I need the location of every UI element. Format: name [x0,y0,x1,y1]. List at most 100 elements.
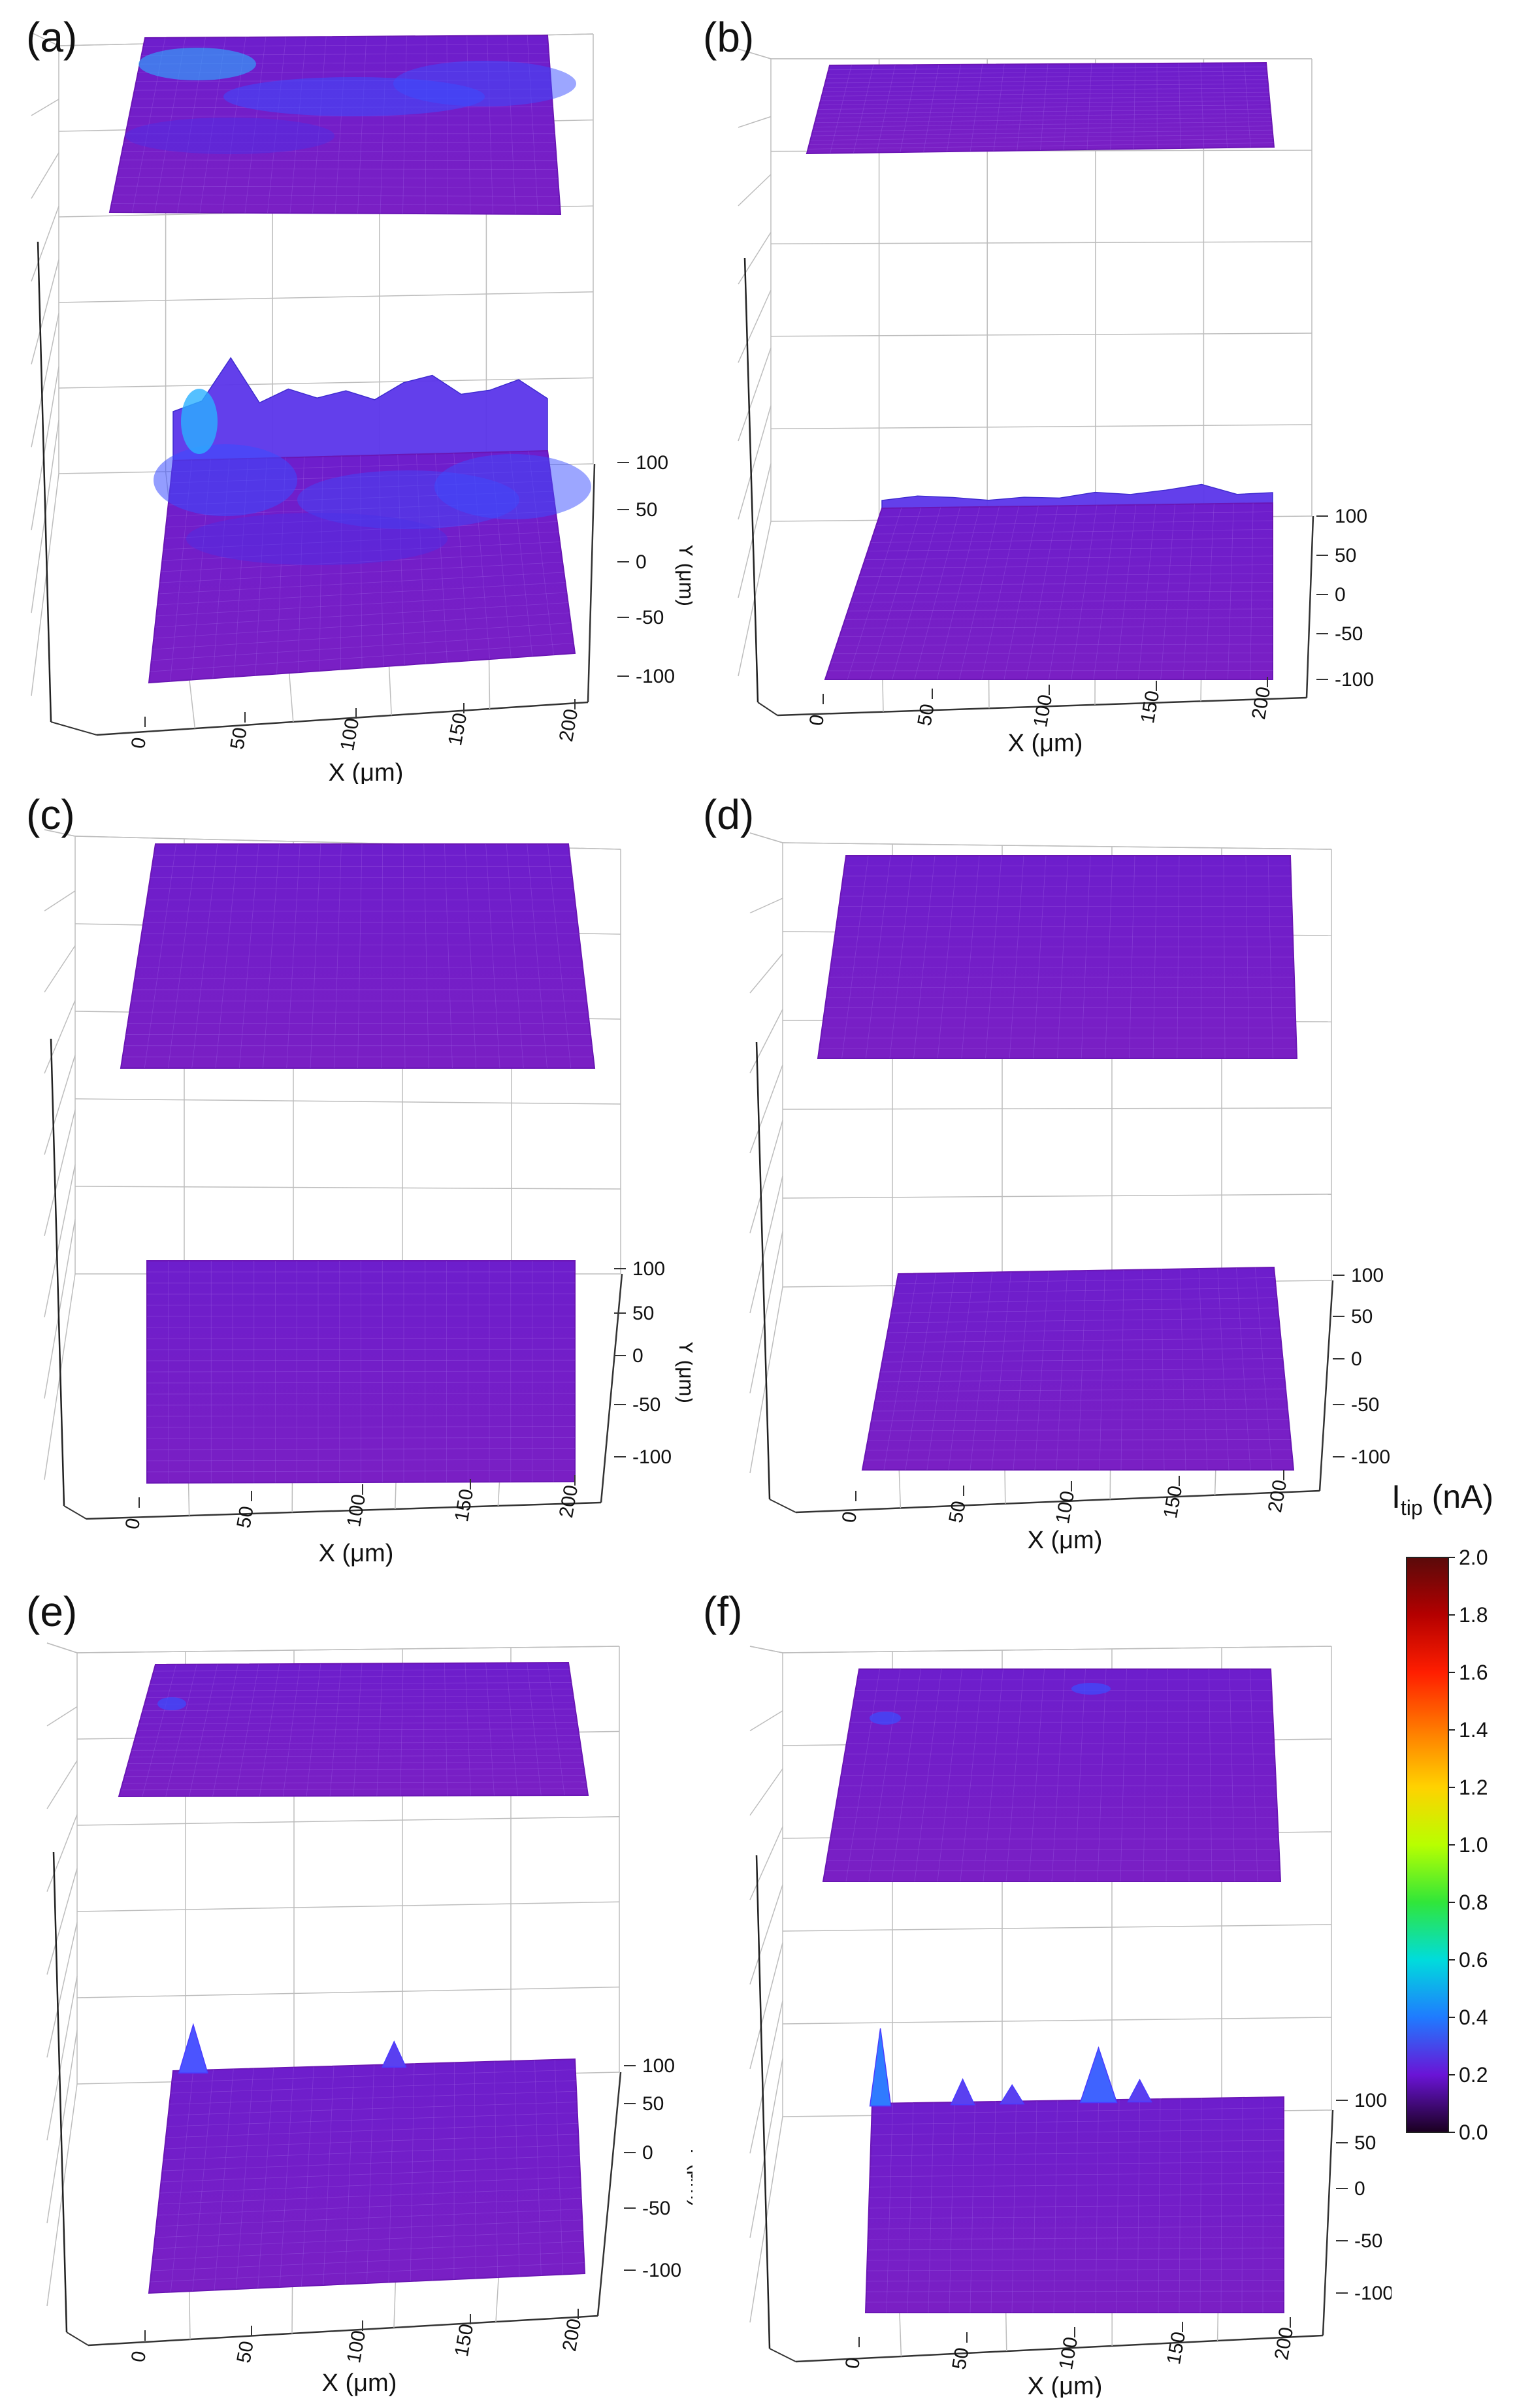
mesh-line [416,454,427,664]
mesh-line [155,602,568,628]
grid-line [31,366,59,530]
mesh-line [155,2219,583,2238]
y-tick-label: 0 [632,1345,644,1367]
mesh-line [896,1277,1275,1284]
mesh-line [889,855,913,1059]
mesh-line [1229,1668,1235,1882]
grid-line [76,1901,620,1912]
mesh-line [146,1382,576,1384]
mesh-line [873,1408,1288,1412]
mesh-line [1074,1668,1086,1882]
y-tick-label: -100 [632,1446,672,1468]
mesh-line [813,121,1272,127]
mesh-line [333,843,342,1069]
mesh-line [129,1755,583,1757]
top-hotspot [157,1697,186,1710]
mesh-line [1057,855,1069,1059]
mesh-line [453,2062,455,2280]
grid-line [46,1814,78,1892]
panel-letter: (e) [26,1588,78,1635]
grid-line [46,2083,78,2307]
mesh-line [870,2140,1284,2146]
mesh-line [146,1316,576,1317]
mesh-line [870,2151,1284,2156]
mesh-line [1028,1668,1045,1882]
mesh-line [169,2091,577,2105]
mesh-line [1110,63,1114,150]
mesh-line [1093,505,1117,680]
y-axis-label: Y (μm) [675,1341,693,1403]
mesh-line [381,843,383,1069]
mesh-line [244,37,267,213]
grid-line [749,1120,783,1233]
mesh-line [1032,2100,1037,2313]
mesh-line [172,2070,576,2083]
grid-line [749,1064,783,1154]
x-axis-label: X (μm) [319,1540,394,1567]
mesh-line [891,1668,921,1882]
x-axis-label: X (μm) [322,2369,397,2397]
grid-line [44,1054,76,1155]
mesh-line [1267,855,1273,1059]
current-hotspot [186,513,448,565]
mesh-line [111,203,561,206]
mesh-line [131,1748,581,1751]
grid-line [749,2000,783,2154]
mesh-line [826,74,1267,79]
current-spike [950,2078,975,2106]
x-tick-label: 0 [127,2349,150,2364]
mesh-line [1188,1668,1190,1882]
grid-line [74,1186,621,1190]
mesh-line [1051,1668,1066,1882]
mesh-line [1040,63,1049,151]
mesh-line [139,1721,578,1725]
x-tick-label: 0 [127,736,150,750]
y-tick-label: 100 [632,1258,665,1280]
mesh-line [1071,505,1098,680]
mesh-line [115,186,559,188]
mesh-line [842,626,1273,628]
mesh-line [133,1742,581,1744]
mesh-line [159,562,563,583]
mesh-line [866,2280,1284,2282]
mesh-line [148,1689,573,1691]
mesh-line [144,843,176,1069]
grid-line [738,174,772,206]
mesh-line [868,1439,1291,1441]
grid-line [738,405,772,520]
bottom-surface-fill [824,502,1273,680]
mesh-line [889,1318,1279,1324]
x-tick-label: 0 [806,713,828,727]
y-tick-label: 50 [636,499,657,521]
mesh-line [845,617,1273,620]
mesh-line [936,506,980,680]
bottom-surface [146,1260,576,1484]
mesh-line [851,600,1273,603]
mesh-line [866,2302,1284,2303]
mesh-line [152,2241,583,2260]
grid-line [782,2017,1332,2025]
x-axis-line [86,1501,602,1520]
current-spike [1079,2046,1118,2104]
mesh-line [892,1297,1277,1304]
mesh-line [1250,503,1254,680]
mesh-line [923,64,939,152]
bottom-surface [864,2096,1284,2313]
mesh-line [514,2060,520,2277]
y-axis-label: Y (μm) [675,544,693,606]
mesh-line [914,1668,942,1882]
floor-edge [50,721,97,736]
x-tick-label: 100 [1030,693,1056,729]
colorbar-label-main: I [1392,1478,1401,1515]
floor-edge [757,702,778,716]
grid-line [58,291,594,303]
mesh-line [879,512,1273,517]
top-surface [822,1668,1282,1882]
mesh-line [334,36,347,214]
z-axis-line [755,1855,771,2349]
mesh-line [937,1668,962,1882]
mesh-line [1182,504,1195,680]
